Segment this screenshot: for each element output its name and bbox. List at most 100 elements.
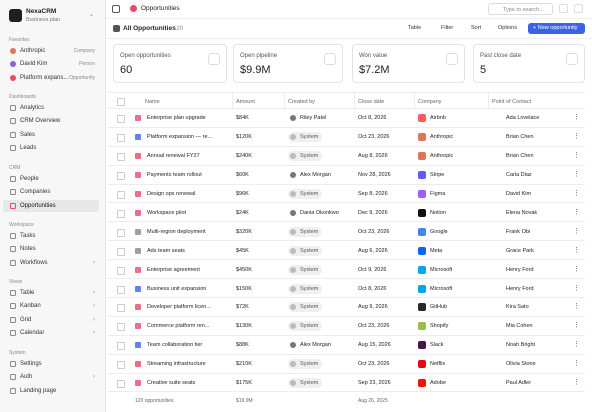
company[interactable]: Airbnb (430, 115, 446, 122)
options-button[interactable]: Options (498, 25, 517, 31)
contact[interactable]: Carla Diaz (506, 172, 532, 179)
nav-item[interactable]: Opportunities (3, 199, 99, 212)
nav-item[interactable]: Settings (3, 358, 99, 370)
contact[interactable]: Noah Bright (506, 342, 536, 349)
table-row[interactable]: Design ops renewal $96K System Sep 8, 2026 F… (108, 185, 585, 204)
row-menu[interactable]: ⋮ (573, 284, 580, 292)
opportunity-name[interactable]: Annual renewal FY27 (147, 153, 200, 160)
row-menu[interactable]: ⋮ (573, 322, 580, 330)
nav-item[interactable]: Notes (3, 243, 99, 255)
nav-item[interactable]: Table › (3, 287, 99, 299)
contact[interactable]: Elena Novak (506, 209, 538, 216)
table-row[interactable]: Streaming infrastructure $210K System Oct 2… (108, 355, 585, 374)
table-row[interactable]: Commerce platform ren... $130K System Oct 2… (108, 317, 585, 336)
company[interactable]: Meta (430, 247, 443, 254)
checkbox[interactable] (117, 342, 125, 351)
column-header[interactable]: Amount (236, 99, 255, 105)
contact[interactable]: Henry Ford (506, 285, 534, 292)
row-menu[interactable]: ⋮ (573, 208, 580, 216)
nav-item[interactable]: Tasks (3, 230, 99, 242)
company[interactable]: Netflix (430, 361, 446, 368)
column-header[interactable]: Name (145, 99, 160, 105)
company[interactable]: Figma (430, 191, 446, 198)
checkbox[interactable] (117, 323, 125, 332)
contact[interactable]: Ada Lovelace (506, 115, 540, 122)
contact[interactable]: Brian Chen (506, 153, 534, 160)
company[interactable]: Microsoft (430, 266, 453, 273)
checkbox[interactable] (117, 172, 125, 181)
table-row[interactable]: Workspace pilot $24K Dania Okonkwo Dec 9, 2… (108, 204, 585, 223)
checkbox[interactable] (117, 304, 125, 313)
table-row[interactable]: Annual renewal FY27 $240K System Aug 8, 202… (108, 147, 585, 166)
checkbox[interactable] (117, 191, 125, 200)
contact[interactable]: Olivia Stone (506, 361, 536, 368)
opportunity-name[interactable]: Developer platform licen... (147, 304, 211, 311)
row-menu[interactable]: ⋮ (573, 114, 580, 122)
row-menu[interactable]: ⋮ (573, 246, 580, 254)
contact[interactable]: Brian Chen (506, 134, 534, 141)
contact[interactable]: Frank Obi (506, 228, 531, 235)
row-menu[interactable]: ⋮ (573, 171, 580, 179)
company[interactable]: Microsoft (430, 285, 453, 292)
checkbox[interactable] (117, 380, 125, 389)
nav-item[interactable]: Grid › (3, 314, 99, 326)
company[interactable]: Notion (430, 209, 446, 216)
opportunity-name[interactable]: Multi-region deployment (147, 228, 206, 235)
opportunity-name[interactable]: Commerce platform ren... (147, 323, 210, 330)
nav-item[interactable]: Calendar › (3, 327, 99, 339)
nav-item[interactable]: Anthropic Company (3, 45, 99, 57)
checkbox[interactable] (117, 153, 125, 162)
sort-button[interactable]: Sort (471, 25, 482, 31)
table-row[interactable]: Creative suite seats $175K System Sep 23, 2… (108, 374, 585, 393)
row-menu[interactable]: ⋮ (573, 360, 580, 368)
opportunity-name[interactable]: Streaming infrastructure (147, 361, 206, 368)
column-header[interactable]: Created by (288, 99, 315, 105)
nav-item[interactable]: Leads (3, 142, 99, 154)
opportunity-name[interactable]: Payments team rollout (147, 172, 202, 179)
table-row[interactable]: Business unit expansion $150K System Oct 8,… (108, 279, 585, 298)
table-row[interactable]: Multi-region deployment $320K System Oct 23… (108, 222, 585, 242)
company[interactable]: Shopify (430, 323, 449, 330)
column-header[interactable]: Close date (358, 99, 385, 105)
contact[interactable]: Paul Adler (506, 380, 532, 387)
contact[interactable]: Mia Cohen (506, 323, 533, 330)
nav-item[interactable]: Analytics (3, 102, 99, 114)
opportunity-name[interactable]: Enterprise agreement (147, 266, 200, 273)
opportunity-name[interactable]: Design ops renewal (147, 191, 196, 198)
checkbox[interactable] (117, 209, 125, 218)
row-menu[interactable]: ⋮ (573, 133, 580, 141)
table-row[interactable]: Team collaboration tier $88K Alex Morgan Au… (108, 336, 585, 355)
icon-button[interactable] (574, 4, 583, 13)
table-row[interactable]: Enterprise plan upgrade $84K Riley Patel Oc… (108, 109, 585, 128)
nav-item[interactable]: Companies (3, 186, 99, 198)
opportunity-name[interactable]: Creative suite seats (147, 380, 196, 387)
row-menu[interactable]: ⋮ (573, 190, 580, 198)
nav-item[interactable]: Auth › (3, 371, 99, 383)
nav-item[interactable]: People (3, 173, 99, 185)
company[interactable]: Adobe (430, 380, 446, 387)
contact[interactable]: Kira Sato (506, 304, 529, 311)
checkbox[interactable] (117, 266, 125, 275)
opportunity-name[interactable]: Platform expansion — re... (147, 134, 213, 141)
row-menu[interactable]: ⋮ (573, 152, 580, 160)
checkbox[interactable] (117, 247, 125, 256)
row-menu[interactable]: ⋮ (573, 303, 580, 311)
filter-button[interactable]: Filter (441, 25, 454, 31)
checkbox[interactable] (117, 98, 125, 106)
checkbox[interactable] (117, 361, 125, 370)
icon-button[interactable] (559, 4, 568, 13)
table-row[interactable]: Enterprise agreement $450K System Oct 9, 20… (108, 260, 585, 280)
checkbox[interactable] (117, 228, 125, 237)
company[interactable]: Slack (430, 342, 444, 349)
opportunity-name[interactable]: Workspace pilot (147, 209, 187, 216)
table-row[interactable]: Payments team rollout $60K Alex Morgan Nov … (108, 166, 585, 185)
column-header[interactable]: Company (418, 99, 442, 105)
contact[interactable]: David Kim (506, 191, 532, 198)
row-menu[interactable]: ⋮ (573, 265, 580, 273)
nav-item[interactable]: Kanban › (3, 300, 99, 312)
nav-item[interactable]: Platform expans... Opportunity (3, 72, 99, 84)
company[interactable]: Anthropic (430, 134, 454, 141)
company[interactable]: Anthropic (430, 153, 454, 160)
checkbox[interactable] (117, 285, 125, 294)
row-menu[interactable]: ⋮ (573, 227, 580, 235)
